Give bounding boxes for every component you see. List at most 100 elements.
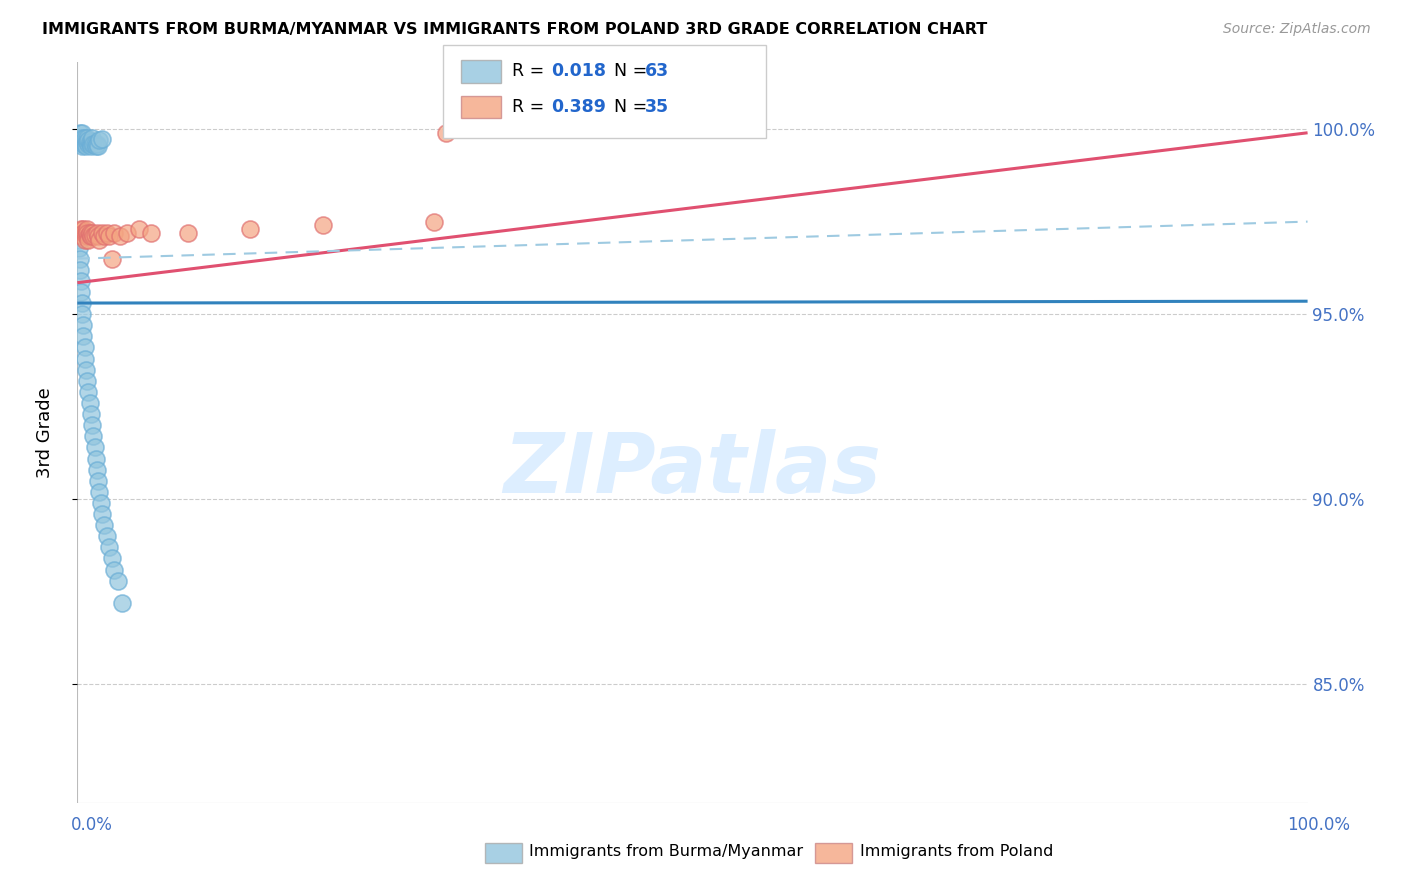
Point: [80, 229, 103, 244]
Point: [76, 226, 98, 240]
Point: [72, 329, 94, 343]
Point: [90, 226, 114, 240]
Point: [89, 233, 111, 247]
Text: N =: N =: [603, 62, 652, 80]
Point: [80, 138, 103, 153]
Point: [79, 135, 101, 149]
Point: [96, 529, 118, 543]
Point: [73, 131, 96, 145]
Point: [87, 138, 110, 153]
Point: [110, 229, 132, 244]
Text: IMMIGRANTS FROM BURMA/MYANMAR VS IMMIGRANTS FROM POLAND 3RD GRADE CORRELATION CH: IMMIGRANTS FROM BURMA/MYANMAR VS IMMIGRA…: [42, 22, 987, 37]
Point: [89, 484, 111, 499]
Point: [115, 226, 138, 240]
Point: [89, 133, 111, 147]
Point: [70, 229, 93, 244]
Point: [72, 136, 94, 151]
Point: [76, 222, 98, 236]
Point: [75, 227, 97, 242]
Point: [423, 214, 446, 228]
Point: [77, 384, 100, 399]
Point: [80, 136, 103, 151]
Point: [70, 296, 93, 310]
Point: [98, 541, 121, 555]
Point: [84, 138, 107, 153]
Point: [70, 285, 93, 299]
Point: [101, 252, 124, 266]
Text: N =: N =: [603, 98, 652, 116]
Point: [69, 131, 91, 145]
Point: [107, 574, 129, 588]
Point: [77, 229, 100, 244]
Point: [76, 374, 98, 388]
Point: [82, 226, 104, 240]
Point: [72, 226, 94, 240]
Text: Immigrants from Poland: Immigrants from Poland: [860, 845, 1054, 859]
Point: [70, 222, 93, 236]
Point: [128, 222, 150, 236]
Point: [82, 136, 104, 151]
Point: [239, 222, 262, 236]
Point: [79, 136, 101, 151]
Point: [312, 219, 335, 233]
Point: [73, 136, 96, 151]
Point: [87, 229, 110, 244]
Point: [70, 136, 93, 151]
Point: [90, 507, 114, 521]
Point: [177, 226, 200, 240]
Point: [82, 229, 104, 244]
Point: [84, 451, 107, 466]
Point: [75, 138, 97, 153]
Point: [70, 138, 93, 153]
Point: [73, 233, 96, 247]
Point: [77, 133, 100, 147]
Point: [70, 126, 93, 140]
Point: [72, 131, 94, 145]
Point: [76, 135, 98, 149]
Point: [77, 233, 100, 247]
Point: [86, 226, 108, 240]
Point: [90, 496, 112, 510]
Point: [90, 132, 114, 146]
Point: [75, 362, 97, 376]
Point: [103, 563, 125, 577]
Point: [93, 518, 115, 533]
Point: [111, 596, 132, 610]
Point: [79, 226, 101, 240]
Point: [79, 227, 101, 242]
Point: [103, 226, 125, 240]
Point: [83, 441, 105, 455]
Point: [69, 126, 91, 140]
Point: [70, 274, 93, 288]
Text: 0.0%: 0.0%: [70, 816, 112, 834]
Point: [87, 474, 110, 488]
Text: ZIPatlas: ZIPatlas: [503, 429, 882, 510]
Point: [70, 307, 93, 321]
Point: [79, 396, 101, 410]
Point: [67, 241, 90, 255]
Point: [93, 229, 115, 244]
Point: [75, 224, 97, 238]
Point: [101, 551, 124, 566]
Point: [98, 229, 121, 244]
Point: [72, 318, 94, 333]
Point: [73, 351, 96, 366]
Point: [76, 131, 98, 145]
Point: [436, 126, 458, 140]
Text: R =: R =: [512, 98, 550, 116]
Point: [69, 252, 91, 266]
Text: 0.018: 0.018: [551, 62, 606, 80]
Point: [82, 418, 104, 433]
Point: [67, 233, 90, 247]
Point: [83, 136, 105, 151]
Point: [82, 131, 104, 145]
Point: [72, 135, 94, 149]
Text: Source: ZipAtlas.com: Source: ZipAtlas.com: [1223, 22, 1371, 37]
Text: 100.0%: 100.0%: [1288, 816, 1350, 834]
Point: [82, 136, 104, 151]
Point: [73, 341, 96, 355]
Text: R =: R =: [512, 62, 550, 80]
Text: 0.389: 0.389: [551, 98, 606, 116]
Y-axis label: 3rd Grade: 3rd Grade: [35, 387, 53, 478]
Point: [96, 226, 118, 240]
